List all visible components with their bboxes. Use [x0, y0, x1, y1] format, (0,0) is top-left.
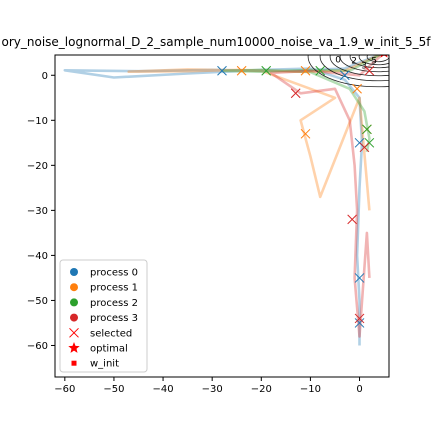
legend-entry: process 1 — [70, 283, 138, 294]
legend-marker — [70, 283, 78, 292]
legend-marker — [69, 327, 79, 338]
contour-level-label: 5 — [371, 57, 377, 67]
y-axis: 0 −10 −20 −30 −40 −50 −60 — [27, 71, 55, 352]
series-layer — [63, 55, 384, 346]
legend-frame — [59, 259, 148, 373]
selected-marker — [359, 142, 370, 153]
legend-label: process 3 — [90, 313, 138, 324]
legend-entry: selected — [69, 327, 132, 339]
y-tick-label: −10 — [27, 116, 48, 127]
x-axis: −60 −50 −40 −30 −20 −10 0 — [54, 377, 363, 395]
legend-label: process 0 — [90, 268, 138, 279]
x-tick-label: 0 — [356, 384, 362, 395]
contour-level-label: 3 — [361, 62, 367, 72]
legend-marker — [70, 313, 78, 322]
x-tick-label: −50 — [103, 384, 124, 395]
marker-layer — [217, 55, 388, 328]
selected-marker — [300, 65, 311, 76]
selected-marker — [354, 313, 365, 324]
legend-label: w_init — [90, 359, 119, 370]
legend-entry: optimal — [68, 342, 128, 355]
contour-ring — [358, 55, 389, 66]
series-line-1 — [127, 55, 383, 211]
selected-marker — [347, 214, 358, 225]
y-tick-label: −50 — [27, 296, 48, 307]
x-tick-label: −30 — [202, 384, 223, 395]
contour-level-label: 0 — [335, 56, 341, 66]
legend-entry: process 3 — [70, 313, 138, 324]
legend-label: process 1 — [90, 283, 138, 294]
contour-ring — [339, 55, 389, 73]
legend-label: process 2 — [90, 298, 138, 309]
contour-ring — [329, 55, 389, 77]
selected-marker — [315, 65, 326, 76]
y-tick-label: −30 — [27, 206, 48, 217]
legend-marker — [68, 342, 80, 353]
y-tick-label: −60 — [27, 341, 48, 352]
selected-marker — [217, 65, 227, 76]
contour-ring — [349, 55, 389, 69]
contour-ring — [307, 55, 389, 88]
legend-label: selected — [90, 328, 132, 339]
legend: process 0 process 1 process 2 process 3 sele… — [59, 259, 148, 373]
selected-marker — [354, 318, 365, 328]
legend-entry: w_init — [71, 359, 119, 370]
selected-marker — [362, 124, 372, 135]
series-line-0 — [63, 55, 382, 346]
contour-ring — [319, 55, 389, 82]
y-tick-label: −40 — [27, 251, 48, 262]
selected-marker — [300, 128, 311, 139]
selected-marker — [354, 273, 365, 283]
selected-marker — [261, 65, 272, 76]
legend-marker — [70, 268, 78, 276]
x-tick-label: −20 — [251, 384, 272, 395]
x-tick-label: −40 — [153, 384, 174, 395]
series-line-3 — [269, 55, 384, 338]
legend-marker — [71, 360, 77, 366]
x-tick-label: −10 — [300, 384, 321, 395]
selected-marker — [290, 88, 301, 99]
contour-level-label: 2 — [351, 57, 357, 67]
series-line-2 — [220, 55, 383, 153]
y-tick-label: 0 — [42, 71, 48, 82]
selected-marker — [364, 65, 375, 76]
contour-ring — [366, 55, 389, 63]
legend-marker — [70, 298, 78, 307]
axes-frame — [54, 54, 390, 378]
legend-label: optimal — [90, 344, 128, 355]
legend-entry: process 2 — [70, 298, 138, 309]
chart-title: ory_noise_lognormal_D_2_sample_num10000_… — [2, 35, 432, 49]
selected-marker — [236, 65, 247, 76]
x-tick-label: −60 — [54, 384, 75, 395]
selected-marker — [352, 83, 362, 94]
legend-entry: process 0 — [70, 268, 138, 279]
y-tick-label: −20 — [27, 161, 48, 172]
selected-marker — [339, 70, 350, 81]
